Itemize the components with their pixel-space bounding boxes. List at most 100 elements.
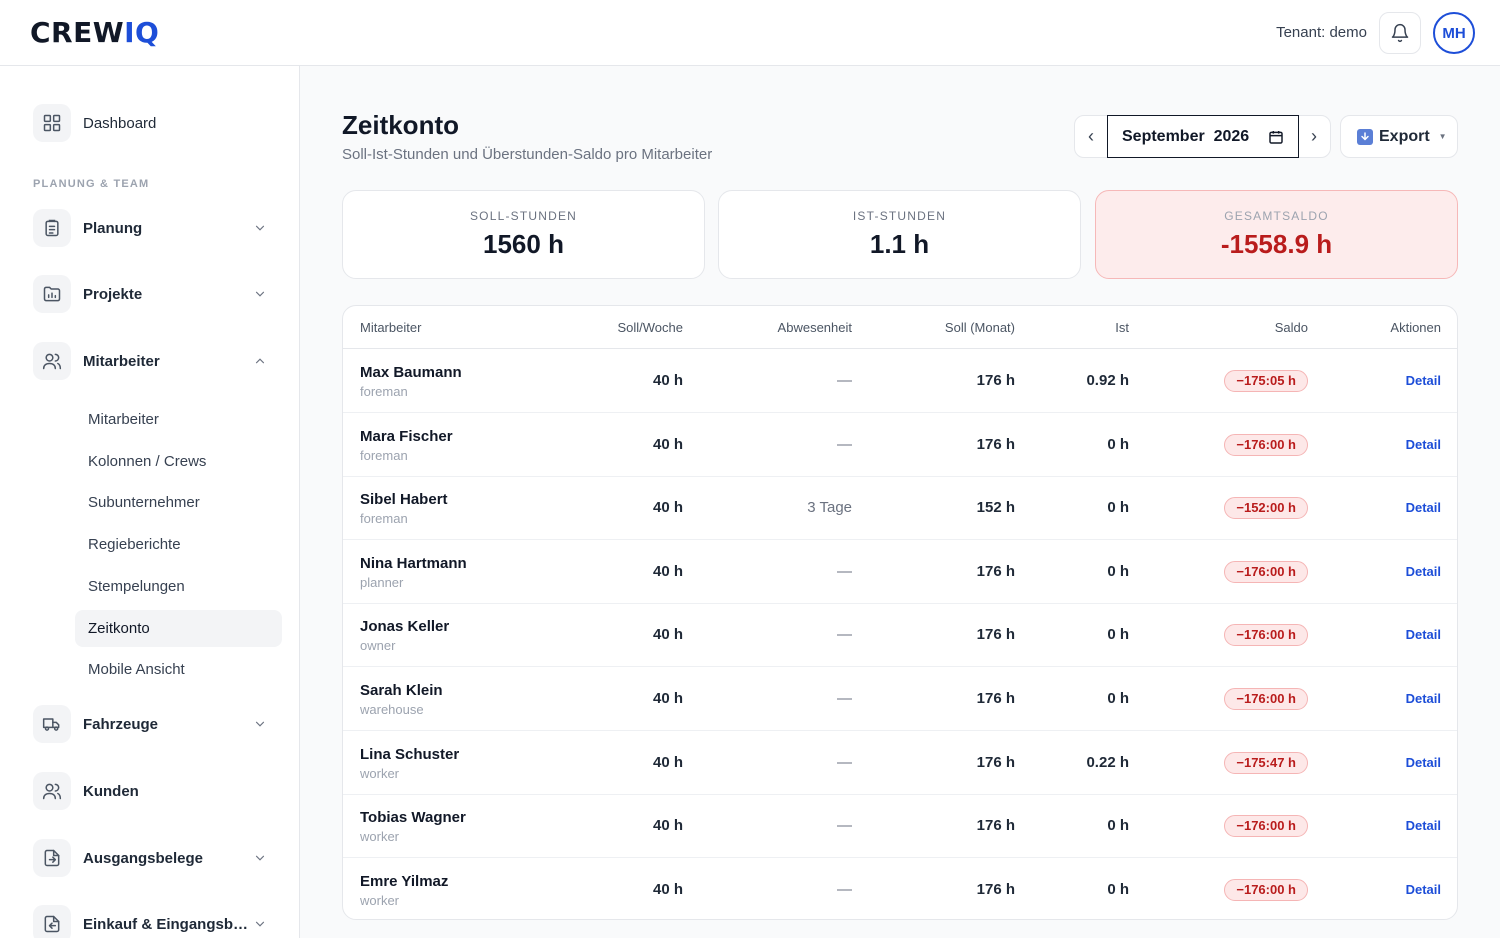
col-abwesenheit[interactable]: Abwesenheit [777,320,852,335]
sidebar-item-fahrzeuge[interactable]: Fahrzeuge [33,704,273,744]
sidebar-item-kunden[interactable]: Kunden [33,771,273,811]
abwesenheit-value: — [837,626,852,644]
stat-value: 1.1 h [869,229,930,259]
soll-woche-value: 40 h [652,753,683,771]
col-soll-monat[interactable]: Soll (Monat) [944,320,1015,335]
chevron-down-icon[interactable] [253,717,267,731]
sidebar-subitem-regieberichte[interactable]: Regieberichte [88,536,181,553]
employee-name: Lina Schuster [360,745,460,763]
col-ist[interactable]: Ist [1115,320,1129,335]
sidebar-item-dashboard[interactable]: Dashboard [33,103,273,143]
employee-role: foreman [360,384,408,399]
abwesenheit-value: — [837,880,852,898]
soll-monat-value: 176 h [976,690,1015,707]
zeitkonto-table: Mitarbeiter Soll/Woche Abwesenheit Soll … [342,305,1458,920]
employee-role: worker [360,765,400,781]
soll-woche-value: 40 h [652,626,683,644]
table-row: Nina Hartmann planner 40 h — 176 h 0 h −176:00… [343,540,1457,604]
document-in-icon [33,905,71,938]
detail-link[interactable]: Detail [1405,436,1441,452]
col-saldo[interactable]: Saldo [1274,320,1308,335]
ist-value: 0 h [1107,435,1129,453]
col-soll-woche[interactable]: Soll/Woche [617,320,683,335]
table-row: Max Baumann foreman 40 h — 176 h 0.92 h −175:0… [343,349,1457,413]
employee-role: planner [360,574,404,590]
detail-link[interactable]: Detail [1405,373,1441,388]
export-button[interactable]: Export ▼ [1340,115,1458,158]
sidebar-item-einkauf[interactable]: Einkauf & Eingangsbelege [33,904,273,938]
abwesenheit-value: — [837,817,852,835]
saldo-badge: −176:00 h [1224,815,1308,838]
chevron-down-icon[interactable] [253,917,267,931]
stat-label: SOLL-STUNDEN [469,209,578,223]
tenant-label: Tenant: demo [1276,24,1367,41]
ist-value: 0.92 h [1086,372,1129,389]
chevron-up-icon[interactable] [253,354,267,368]
ist-value: 0 h [1107,690,1129,707]
sidebar-subitem-mitarbeiter[interactable]: Mitarbeiter [88,411,159,428]
table-row: Sibel Habert foreman 40 h 3 Tage 152 h 0 h −15… [343,476,1457,541]
caret-down-icon: ▼ [1438,132,1447,141]
crewiq-logo[interactable]: CREWIQ [30,16,160,49]
grid-icon [33,104,71,142]
stat-card-soll: SOLL-STUNDEN 1560 h [342,190,705,279]
saldo-badge: −176:00 h [1224,688,1308,710]
sidebar-subitem-zeitkonto[interactable]: Zeitkonto [75,610,282,647]
notifications-button[interactable] [1379,12,1421,54]
chevron-down-icon[interactable] [253,287,267,301]
detail-link[interactable]: Detail [1405,881,1441,897]
user-avatar[interactable]: MH [1433,12,1475,54]
sidebar-item-label: Mitarbeiter [83,352,160,370]
calendar-icon[interactable] [1268,129,1284,145]
sidebar-subitem-stempelungen[interactable]: Stempelungen [88,578,185,595]
sidebar: Dashboard PLANUNG & TEAM Planung Projekt… [0,66,300,938]
users-icon [33,342,71,380]
stat-label: IST-STUNDEN [852,209,947,223]
abwesenheit-value: — [837,753,852,771]
table-row: Jonas Keller owner 40 h — 176 h 0 h −176:00 h D… [343,603,1457,668]
sidebar-item-mitarbeiter[interactable]: Mitarbeiter [33,341,273,381]
soll-woche-value: 40 h [652,562,683,580]
sidebar-item-planung[interactable]: Planung [33,208,273,248]
table-row: Tobias Wagner worker 40 h — 176 h 0 h −176:00 … [343,794,1457,859]
month-value: September 2026 [1122,128,1250,145]
sidebar-item-projekte[interactable]: Projekte [33,274,273,314]
chevron-down-icon[interactable] [253,851,267,865]
table-row: Mara Fischer foreman 40 h — 176 h 0 h −176:00 … [343,413,1457,477]
employee-name: Jonas Keller [360,618,450,636]
saldo-badge: −176:00 h [1224,433,1308,456]
abwesenheit-value: — [837,562,852,580]
soll-woche-value: 40 h [652,690,683,707]
table-row: Sarah Klein warehouse 40 h — 176 h 0 h −176:00… [343,667,1457,731]
sidebar-subitem-subunternehmer[interactable]: Subunternehmer [88,494,200,511]
month-picker-input[interactable]: September 2026 [1107,115,1299,158]
detail-link[interactable]: Detail [1405,563,1441,579]
abwesenheit-value: 3 Tage [807,499,852,517]
next-month-button[interactable]: › [1311,126,1317,146]
sidebar-subitem-kolonnen[interactable]: Kolonnen / Crews [88,453,207,470]
sidebar-item-ausgangsbelege[interactable]: Ausgangsbelege [33,838,273,878]
detail-link[interactable]: Detail [1405,754,1441,770]
sidebar-item-label: Einkauf & Eingangsbelege [83,915,251,933]
saldo-badge: −175:47 h [1224,751,1308,774]
col-mitarbeiter[interactable]: Mitarbeiter [360,320,422,335]
detail-link[interactable]: Detail [1405,500,1441,516]
detail-link[interactable]: Detail [1405,627,1441,643]
stat-card-gesamtsaldo: GESAMTSALDO -1558.9 h [1095,190,1458,279]
soll-monat-value: 176 h [976,372,1015,389]
saldo-badge: −175:05 h [1224,370,1308,392]
saldo-badge: −176:00 h [1224,878,1308,901]
table-header: Mitarbeiter Soll/Woche Abwesenheit Soll … [343,306,1457,349]
detail-link[interactable]: Detail [1405,691,1441,706]
clipboard-icon [33,209,71,247]
sidebar-item-label: Planung [83,219,143,237]
prev-month-button[interactable]: ‹ [1088,126,1094,146]
sidebar-subitem-mobile-ansicht[interactable]: Mobile Ansicht [88,661,185,678]
month-navigator: ‹ September 2026 › [1074,115,1331,158]
detail-link[interactable]: Detail [1405,818,1441,834]
soll-woche-value: 40 h [652,880,683,898]
abwesenheit-value: — [837,690,852,707]
chevron-down-icon[interactable] [253,221,267,235]
employee-name: Sibel Habert [360,491,448,509]
employee-name: Tobias Wagner [360,809,466,827]
